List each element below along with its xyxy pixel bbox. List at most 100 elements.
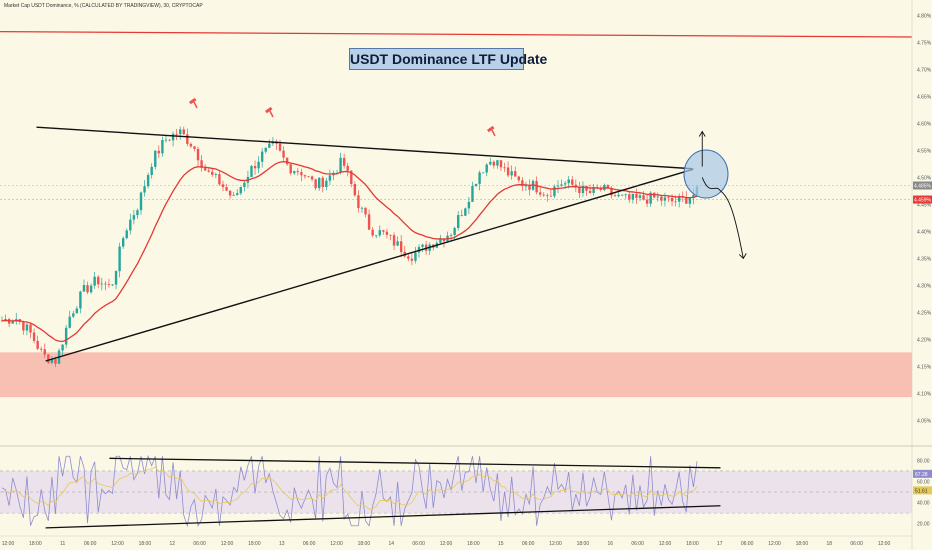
candle-body — [620, 194, 624, 196]
candle-body — [357, 195, 360, 209]
candle-body — [542, 194, 545, 196]
candle-body — [585, 185, 588, 191]
candle-body — [474, 183, 478, 186]
candle-body — [439, 238, 442, 243]
candle-body — [129, 219, 132, 231]
x-tick-label: 06:00 — [631, 541, 644, 547]
x-tick-label: 15 — [498, 541, 504, 547]
candle-body — [350, 170, 353, 185]
x-tick-label: 12:00 — [440, 541, 453, 547]
candle-body — [613, 195, 617, 197]
y-tick-label: 4.20% — [917, 337, 932, 343]
x-tick-label: 17 — [717, 541, 723, 547]
candle-body — [392, 235, 396, 246]
candle-body — [339, 157, 342, 173]
candle-body — [631, 193, 635, 200]
candle-body — [93, 276, 96, 286]
candle-body — [203, 167, 207, 171]
candle-body — [232, 194, 235, 196]
candle-body — [307, 176, 310, 178]
rsi-tick-label: 20.00 — [917, 522, 930, 528]
y-tick-label: 4.30% — [917, 283, 932, 289]
candle-body — [535, 180, 538, 193]
candle-body — [47, 354, 50, 363]
candle-body — [506, 167, 510, 176]
candle-body — [635, 193, 638, 198]
candle-body — [510, 171, 513, 176]
candle-body — [236, 193, 239, 195]
candle-body — [414, 252, 417, 261]
support-zone — [0, 352, 912, 398]
candle-body — [72, 313, 75, 317]
candle-body — [553, 186, 556, 197]
annotation-title: USDT Dominance LTF Update — [349, 48, 547, 70]
x-tick-label: 18:00 — [29, 541, 42, 547]
candle-body — [97, 276, 100, 285]
candle-body — [285, 157, 289, 165]
rsi-badge — [913, 469, 932, 478]
candle-body — [578, 187, 581, 194]
candle-body — [154, 150, 157, 167]
candle-body — [228, 190, 232, 196]
candle-body — [371, 229, 374, 236]
candle-body — [642, 195, 645, 200]
forecast-down-arrowhead — [738, 253, 747, 260]
rsi-tick-label: 40.00 — [917, 501, 930, 507]
candle-body — [54, 359, 57, 364]
rsi-line — [1, 454, 698, 528]
candle-body — [179, 129, 182, 135]
candle-body — [571, 179, 574, 185]
price-badge — [913, 195, 932, 204]
rsi-lower-trendline — [45, 505, 721, 529]
candle-body — [132, 215, 136, 220]
candle-body — [503, 167, 506, 169]
candle-body — [118, 246, 121, 272]
candle-body — [150, 166, 153, 175]
candle-body — [410, 258, 414, 261]
candle-body — [649, 192, 652, 204]
candle-body — [599, 188, 602, 191]
y-tick-label: 4.80% — [917, 13, 932, 19]
y-tick-label: 4.70% — [917, 67, 932, 73]
candle-body — [407, 256, 410, 259]
candle-body — [104, 283, 107, 285]
candle-body — [250, 165, 253, 177]
candle-body — [157, 150, 161, 154]
candle-body — [36, 340, 39, 349]
x-tick-label: 13 — [279, 541, 285, 547]
resistance-line — [0, 31, 913, 38]
candle-body — [549, 195, 553, 197]
y-tick-label: 4.60% — [917, 121, 932, 127]
candle-body — [207, 170, 210, 172]
moving-average-line — [1, 161, 698, 343]
marker-icon — [269, 110, 274, 118]
candle-body — [617, 194, 620, 197]
y-tick-label: 4.25% — [917, 310, 932, 316]
x-tick-label: 06:00 — [522, 541, 535, 547]
candle-body — [385, 231, 389, 235]
candle-body — [111, 284, 114, 286]
candle-body — [628, 194, 631, 200]
candle-body — [606, 185, 610, 188]
candle-body — [524, 185, 528, 187]
candle-body — [521, 180, 524, 187]
candle-body — [264, 147, 267, 152]
x-tick-label: 12:00 — [659, 541, 672, 547]
candle-body — [61, 344, 64, 351]
forecast-down-line — [701, 177, 744, 259]
candle-body — [114, 271, 118, 285]
candle-body — [300, 172, 303, 176]
candle-body — [378, 230, 381, 236]
y-tick-label: 4.15% — [917, 364, 932, 370]
candle-body — [688, 198, 692, 204]
candle-body — [100, 283, 103, 285]
candle-body — [517, 176, 520, 181]
candle-body — [592, 186, 595, 193]
lower-trendline — [45, 168, 694, 362]
candle-body — [449, 234, 453, 236]
candle-body — [610, 187, 613, 196]
candle-body — [40, 348, 43, 350]
candle-body — [485, 164, 488, 173]
